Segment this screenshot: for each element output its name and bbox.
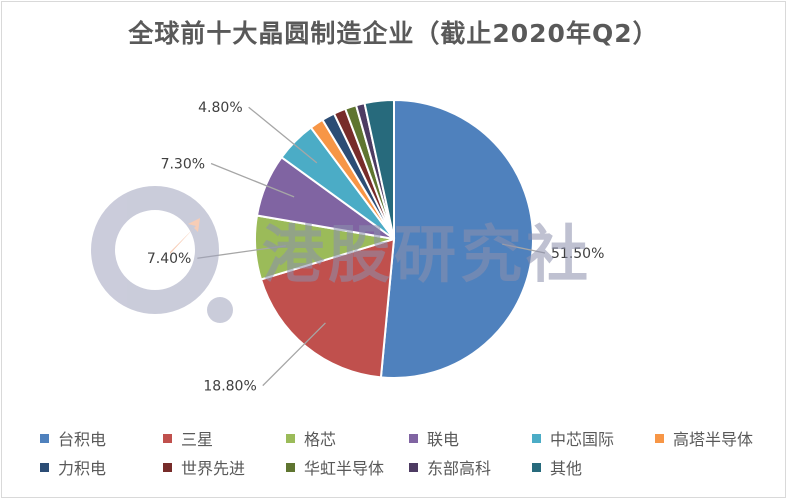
legend-swatch-icon	[286, 434, 295, 443]
legend-swatch-icon	[409, 434, 418, 443]
data-label-2: 18.80%	[203, 379, 256, 395]
legend-swatch-icon	[532, 434, 541, 443]
legend-swatch-icon	[40, 463, 49, 472]
chart-title: 全球前十大晶圆制造企业（截止2020年Q2）	[128, 19, 659, 48]
pie-slice-1	[379, 98, 534, 379]
legend-item-6: 高塔半导体	[655, 426, 753, 450]
leader-line-1	[502, 243, 546, 254]
legend-item-9: 华虹半导体	[286, 455, 384, 479]
legend-swatch-icon	[655, 434, 664, 443]
legend-label: 世界先进	[181, 459, 246, 478]
watermark-arrow-icon	[170, 218, 200, 254]
watermark: 港股研究社	[91, 186, 592, 323]
legend-swatch-icon	[409, 463, 418, 472]
pie-slices	[254, 98, 534, 379]
legend-swatch-icon	[163, 463, 172, 472]
legend-label: 三星	[181, 430, 214, 449]
data-label-4: 7.30%	[161, 156, 205, 172]
data-label-5: 4.80%	[198, 100, 242, 116]
legend-item-4: 联电	[409, 426, 459, 450]
pie-slice-2	[259, 237, 396, 379]
legend-swatch-icon	[163, 434, 172, 443]
data-label-3: 7.40%	[147, 251, 191, 267]
label-leader-lines	[197, 106, 546, 387]
legend-item-8: 世界先进	[163, 455, 245, 479]
legend-label: 东部高科	[427, 459, 492, 478]
legend-label: 华虹半导体	[304, 459, 385, 478]
legend-item-10: 东部高科	[409, 455, 491, 479]
watermark-ring	[91, 186, 219, 314]
legend-item-11: 其他	[532, 455, 582, 479]
legend-item-3: 格芯	[286, 426, 336, 450]
legend-item-7: 力积电	[40, 455, 106, 479]
legend-swatch-icon	[40, 434, 49, 443]
legend-label: 高塔半导体	[673, 430, 754, 449]
legend-label: 格芯	[304, 430, 337, 449]
legend-item-5: 中芯国际	[532, 426, 614, 450]
leader-line-5	[248, 106, 318, 164]
legend-label: 联电	[427, 430, 460, 449]
watermark-dot	[207, 297, 233, 323]
leader-line-4	[210, 162, 295, 198]
legend-label: 力积电	[58, 459, 107, 478]
leader-line-2	[262, 322, 326, 387]
data-labels: 51.50% 18.80% 7.40% 7.30% 4.80%	[147, 100, 605, 394]
legend-swatch-icon	[532, 463, 541, 472]
data-label-1: 51.50%	[551, 246, 604, 262]
legend-label: 中芯国际	[550, 430, 615, 449]
legend-label: 台积电	[58, 430, 107, 449]
legend-item-1: 台积电	[40, 426, 106, 450]
pie-slice-11	[363, 98, 395, 240]
legend-label: 其他	[550, 459, 583, 478]
watermark-text: 港股研究社	[262, 218, 592, 291]
legend-item-2: 三星	[163, 426, 213, 450]
legend-swatch-icon	[286, 463, 295, 472]
